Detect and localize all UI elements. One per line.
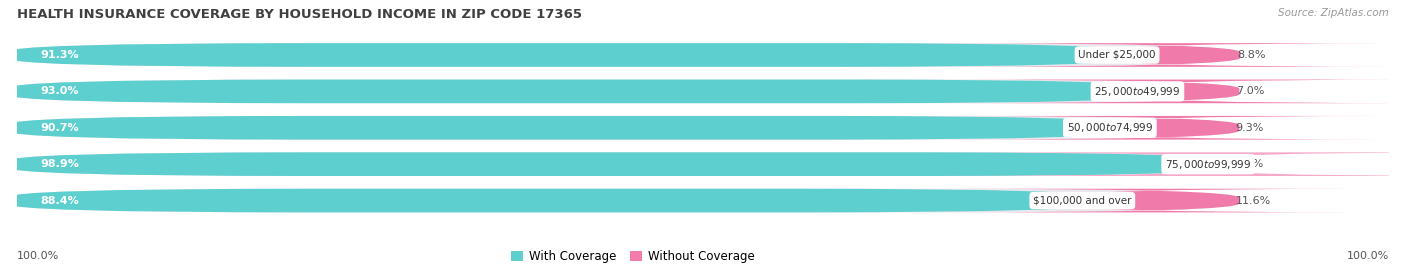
FancyBboxPatch shape	[4, 116, 1239, 140]
Text: 100.0%: 100.0%	[1347, 251, 1389, 261]
FancyBboxPatch shape	[4, 116, 1128, 140]
Text: Source: ZipAtlas.com: Source: ZipAtlas.com	[1278, 8, 1389, 18]
FancyBboxPatch shape	[4, 152, 1226, 176]
Text: 100.0%: 100.0%	[17, 251, 59, 261]
Text: 8.8%: 8.8%	[1237, 50, 1265, 60]
Text: $50,000 to $74,999: $50,000 to $74,999	[1067, 121, 1153, 134]
FancyBboxPatch shape	[941, 43, 1399, 67]
FancyBboxPatch shape	[4, 189, 1101, 213]
Text: 7.0%: 7.0%	[1236, 86, 1264, 96]
FancyBboxPatch shape	[4, 189, 1239, 213]
FancyBboxPatch shape	[4, 80, 1239, 103]
Text: $100,000 and over: $100,000 and over	[1033, 196, 1132, 206]
Text: 90.7%: 90.7%	[41, 123, 80, 133]
Text: 11.6%: 11.6%	[1236, 196, 1271, 206]
FancyBboxPatch shape	[939, 80, 1406, 103]
Legend: With Coverage, Without Coverage: With Coverage, Without Coverage	[510, 250, 755, 263]
Text: 91.3%: 91.3%	[41, 50, 80, 60]
FancyBboxPatch shape	[939, 116, 1392, 140]
FancyBboxPatch shape	[939, 189, 1364, 213]
Text: 98.9%: 98.9%	[41, 159, 80, 169]
FancyBboxPatch shape	[4, 152, 1239, 176]
FancyBboxPatch shape	[4, 43, 1135, 67]
Text: 9.3%: 9.3%	[1236, 123, 1264, 133]
FancyBboxPatch shape	[4, 43, 1239, 67]
FancyBboxPatch shape	[4, 80, 1156, 103]
FancyBboxPatch shape	[939, 152, 1406, 176]
Text: 93.0%: 93.0%	[41, 86, 79, 96]
Text: 88.4%: 88.4%	[41, 196, 80, 206]
Text: $25,000 to $49,999: $25,000 to $49,999	[1094, 85, 1181, 98]
Text: $75,000 to $99,999: $75,000 to $99,999	[1166, 158, 1251, 171]
Text: HEALTH INSURANCE COVERAGE BY HOUSEHOLD INCOME IN ZIP CODE 17365: HEALTH INSURANCE COVERAGE BY HOUSEHOLD I…	[17, 8, 582, 21]
Text: Under $25,000: Under $25,000	[1078, 50, 1156, 60]
Text: 1.1%: 1.1%	[1236, 159, 1264, 169]
